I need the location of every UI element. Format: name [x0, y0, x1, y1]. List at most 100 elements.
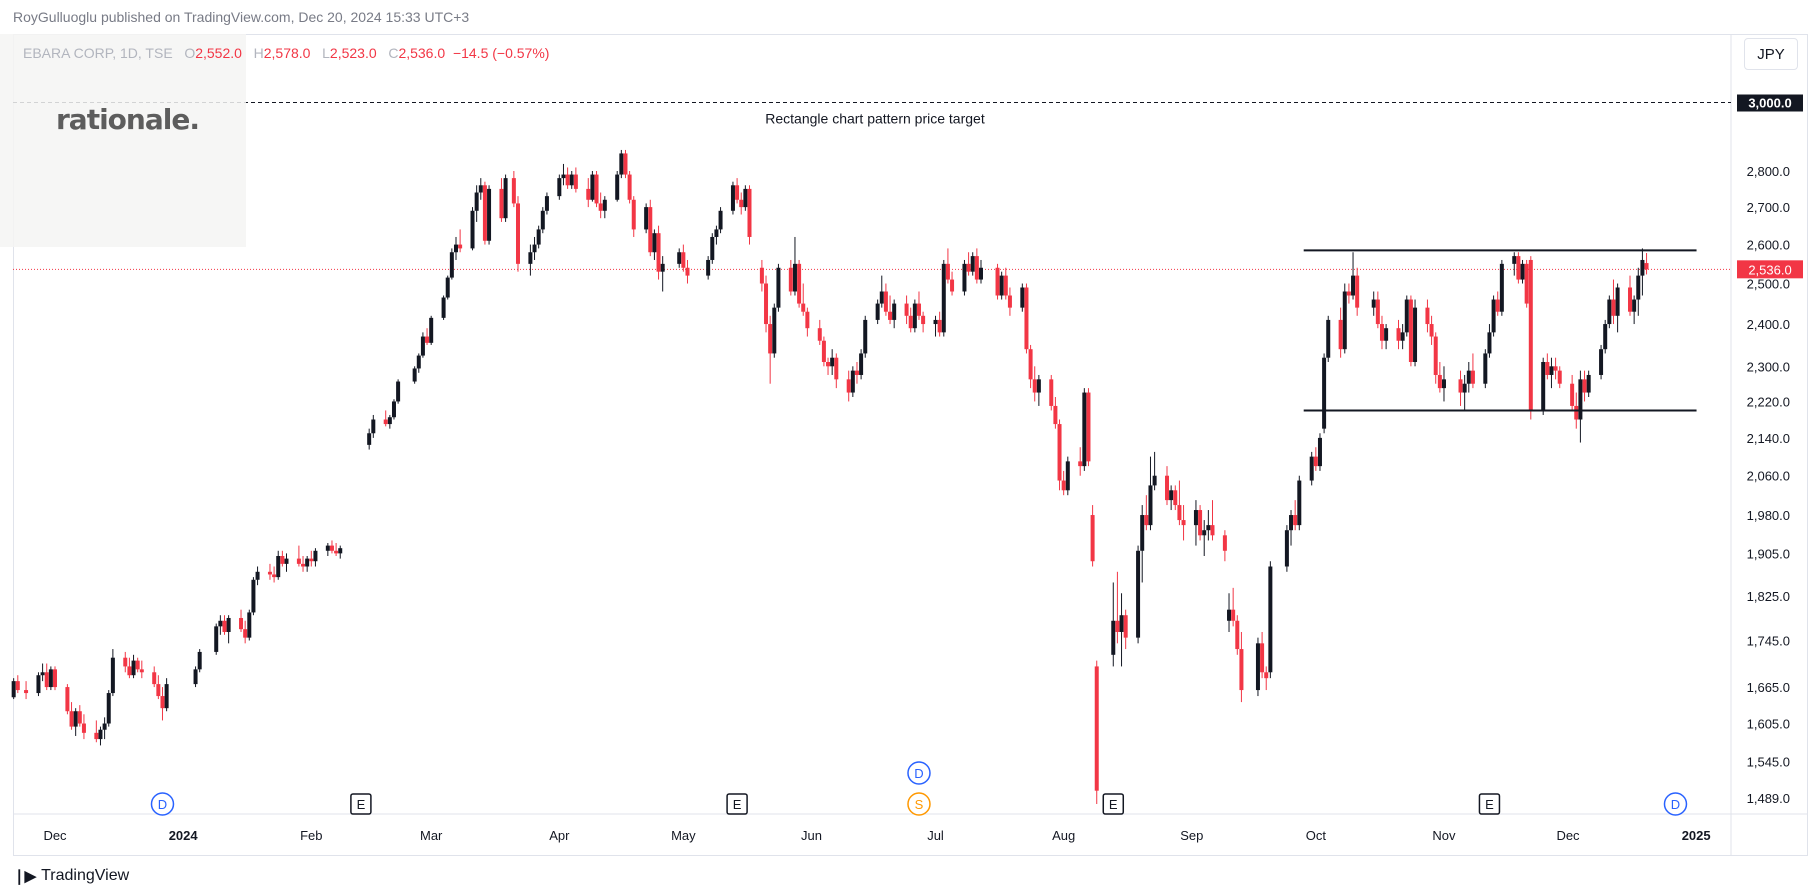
candle-body[interactable]	[160, 696, 165, 709]
candle-body[interactable]	[164, 684, 169, 709]
candle-body[interactable]	[470, 210, 475, 249]
candle-body[interactable]	[1549, 366, 1554, 375]
currency-selector-button[interactable]: JPY	[1744, 38, 1798, 70]
candle-body[interactable]	[152, 672, 157, 685]
candle-body[interactable]	[615, 174, 620, 200]
candle-body[interactable]	[1499, 263, 1504, 312]
candle-body[interactable]	[1441, 379, 1446, 389]
candle-body[interactable]	[569, 174, 574, 186]
candle-body[interactable]	[1429, 324, 1434, 337]
candle-body[interactable]	[706, 259, 711, 276]
candle-body[interactable]	[590, 174, 595, 200]
candle-body[interactable]	[65, 687, 70, 712]
candle-body[interactable]	[830, 357, 835, 367]
candle-body[interactable]	[1599, 349, 1604, 375]
candle-body[interactable]	[420, 336, 425, 356]
candle-body[interactable]	[623, 153, 628, 175]
candle-body[interactable]	[1297, 480, 1302, 526]
candle-body[interactable]	[916, 303, 921, 316]
candle-body[interactable]	[313, 550, 318, 562]
candle-body[interactable]	[561, 174, 566, 179]
candle-body[interactable]	[1177, 505, 1182, 521]
candle-body[interactable]	[503, 178, 508, 219]
candle-body[interactable]	[892, 303, 897, 320]
candle-body[interactable]	[1260, 643, 1265, 673]
candle-body[interactable]	[1140, 515, 1145, 551]
earnings-event-marker[interactable]	[350, 793, 372, 815]
candle-body[interactable]	[648, 207, 653, 253]
candle-body[interactable]	[557, 178, 562, 197]
candle-body[interactable]	[735, 185, 740, 200]
candle-body[interactable]	[1396, 328, 1401, 341]
candle-body[interactable]	[768, 324, 773, 354]
candle-body[interactable]	[1326, 319, 1331, 358]
candle-body[interactable]	[1289, 515, 1294, 531]
candle-body[interactable]	[11, 681, 16, 698]
candle-body[interactable]	[1165, 475, 1170, 501]
earnings-event-marker[interactable]	[1102, 793, 1125, 815]
candle-body[interactable]	[412, 368, 417, 382]
candle-body[interactable]	[1032, 379, 1037, 393]
candle-body[interactable]	[1640, 259, 1645, 276]
candle-body[interactable]	[296, 558, 301, 564]
candle-body[interactable]	[1491, 299, 1496, 333]
candle-body[interactable]	[425, 336, 430, 343]
candle-body[interactable]	[1553, 366, 1558, 371]
candle-body[interactable]	[1425, 307, 1430, 325]
candle-body[interactable]	[81, 723, 86, 733]
candle-body[interactable]	[821, 340, 826, 362]
candle-body[interactable]	[1400, 332, 1405, 341]
candle-body[interactable]	[478, 185, 483, 193]
candle-body[interactable]	[280, 555, 285, 564]
candle-body[interactable]	[193, 669, 198, 685]
candle-body[interactable]	[371, 419, 376, 434]
candle-body[interactable]	[334, 550, 339, 554]
candle-body[interactable]	[1371, 299, 1376, 308]
candle-body[interactable]	[1020, 287, 1025, 308]
candle-body[interactable]	[301, 563, 306, 567]
candle-body[interactable]	[243, 629, 248, 638]
candle-body[interactable]	[1123, 615, 1128, 638]
candle-body[interactable]	[474, 192, 479, 211]
candle-body[interactable]	[1181, 520, 1186, 526]
candle-body[interactable]	[226, 617, 231, 632]
candle-body[interactable]	[1632, 299, 1637, 312]
candle-body[interactable]	[1313, 456, 1318, 467]
candle-body[interactable]	[883, 291, 888, 312]
earnings-event-marker[interactable]	[726, 793, 748, 815]
candle-body[interactable]	[511, 178, 516, 204]
candle-body[interactable]	[1049, 379, 1054, 406]
candle-body[interactable]	[445, 277, 450, 298]
candle-body[interactable]	[1036, 379, 1041, 393]
candle-body[interactable]	[1516, 256, 1521, 280]
candle-body[interactable]	[1512, 256, 1517, 264]
candle-body[interactable]	[1582, 379, 1587, 393]
candle-body[interactable]	[945, 263, 950, 280]
candle-body[interactable]	[1636, 275, 1641, 300]
candle-body[interactable]	[826, 361, 831, 367]
candle-body[interactable]	[458, 244, 463, 249]
candle-body[interactable]	[239, 617, 244, 630]
candle-body[interactable]	[941, 263, 946, 333]
candle-body[interactable]	[1152, 475, 1157, 486]
candle-body[interactable]	[102, 723, 107, 730]
candle-body[interactable]	[1466, 370, 1471, 384]
candle-body[interactable]	[652, 233, 657, 253]
candle-body[interactable]	[1644, 263, 1649, 270]
candle-body[interactable]	[1007, 295, 1012, 308]
candle-body[interactable]	[1193, 510, 1198, 526]
candle-body[interactable]	[681, 252, 686, 268]
candle-body[interactable]	[1433, 336, 1438, 375]
candle-body[interactable]	[970, 256, 975, 272]
candle-body[interactable]	[329, 545, 334, 551]
candle-body[interactable]	[1028, 349, 1033, 380]
candle-body[interactable]	[305, 558, 310, 567]
candle-body[interactable]	[487, 188, 492, 241]
candle-body[interactable]	[540, 210, 545, 230]
candle-body[interactable]	[441, 297, 446, 318]
candle-body[interactable]	[586, 188, 591, 200]
candle-body[interactable]	[135, 660, 140, 670]
candle-body[interactable]	[888, 311, 893, 320]
candle-body[interactable]	[1317, 437, 1322, 467]
candle-body[interactable]	[1144, 515, 1149, 526]
